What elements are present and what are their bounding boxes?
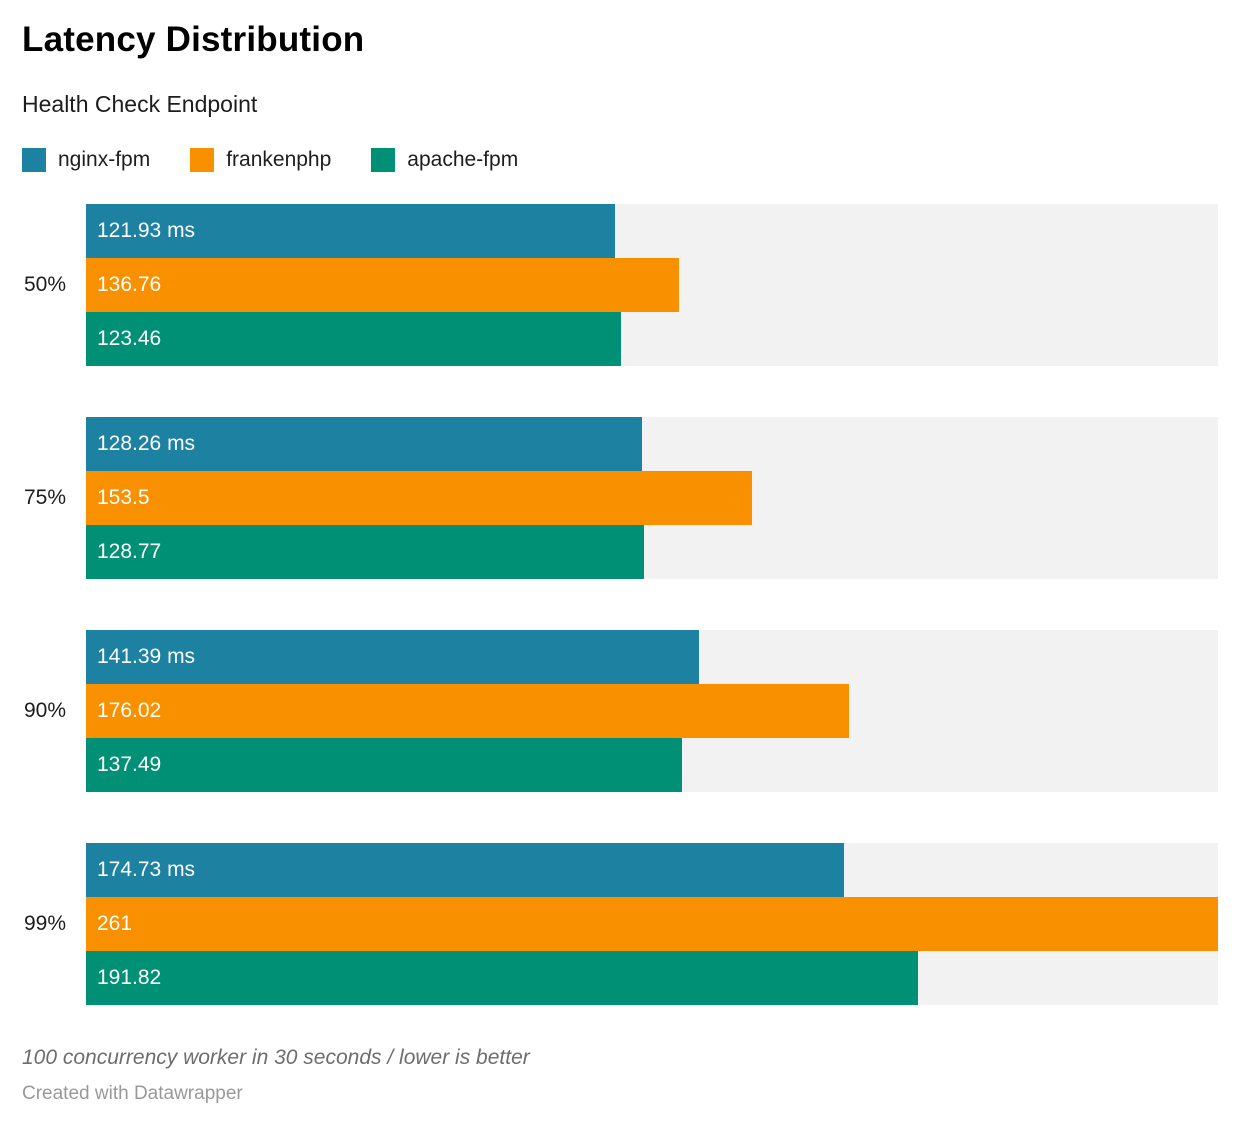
legend-swatch-apache-fpm [371, 147, 396, 172]
bar-value-label: 141.39 ms [97, 644, 196, 668]
chart-subtitle: Health Check Endpoint [22, 91, 258, 118]
bar-frankenphp: 153.5 [86, 470, 752, 525]
datawrapper-byline-link[interactable]: Created with Datawrapper [22, 1082, 243, 1104]
bar-track: 141.39 ms 176.02 137.49 [86, 629, 1218, 792]
chart: 50% 121.93 ms 136.76 123.46 75% 128.26 ms 153.… [22, 203, 1218, 1005]
bar-apache-fpm: 128.77 [86, 524, 645, 579]
chart-title: Latency Distribution [22, 20, 365, 59]
bar-frankenphp: 261 [86, 896, 1218, 951]
chart-container: Latency Distribution Health Check Endpoi… [0, 20, 1240, 1005]
percentile-group-50: 50% 121.93 ms 136.76 123.46 [22, 203, 1218, 366]
category-label: 50% [23, 272, 66, 296]
footnote: 100 concurrency worker in 30 seconds / l… [22, 1045, 530, 1069]
bar-value-label: 191.82 [97, 965, 162, 989]
bar-value-label: 261 [97, 911, 133, 935]
bar-apache-fpm: 191.82 [86, 950, 918, 1005]
legend-swatch-frankenphp [190, 147, 215, 172]
bar-track: 128.26 ms 153.5 128.77 [86, 416, 1218, 579]
bar-nginx-fpm: 121.93 ms [86, 203, 615, 258]
bar-frankenphp: 176.02 [86, 683, 850, 738]
legend-item-apache-fpm: apache-fpm [371, 147, 519, 172]
legend: nginx-fpm frankenphp apache-fpm [22, 147, 1218, 172]
bar-value-label: 176.02 [97, 698, 162, 722]
bar-value-label: 136.76 [97, 272, 162, 296]
bar-value-label: 128.77 [97, 539, 162, 563]
percentile-group-90: 90% 141.39 ms 176.02 137.49 [22, 629, 1218, 792]
legend-label: nginx-fpm [58, 147, 151, 171]
bar-apache-fpm: 137.49 [86, 737, 683, 792]
category-label: 99% [23, 911, 66, 935]
bar-value-label: 174.73 ms [97, 857, 196, 881]
bar-nginx-fpm: 174.73 ms [86, 842, 844, 897]
legend-item-frankenphp: frankenphp [190, 147, 332, 172]
category-label: 90% [23, 698, 66, 722]
legend-item-nginx-fpm: nginx-fpm [22, 147, 151, 172]
bar-apache-fpm: 123.46 [86, 311, 622, 366]
bar-frankenphp: 136.76 [86, 257, 680, 312]
bar-nginx-fpm: 141.39 ms [86, 629, 700, 684]
bar-value-label: 123.46 [97, 326, 162, 350]
chart-footer: 100 concurrency worker in 30 seconds / l… [0, 1046, 1240, 1105]
bar-nginx-fpm: 128.26 ms [86, 416, 643, 471]
category-label: 75% [23, 485, 66, 509]
percentile-group-75: 75% 128.26 ms 153.5 128.77 [22, 416, 1218, 579]
bar-value-label: 128.26 ms [97, 431, 196, 455]
legend-swatch-nginx-fpm [22, 147, 46, 172]
bar-value-label: 137.49 [97, 752, 162, 776]
legend-label: frankenphp [226, 147, 332, 171]
percentile-group-99: 99% 174.73 ms 261 191.82 [22, 842, 1218, 1005]
bar-track: 174.73 ms 261 191.82 [86, 842, 1218, 1005]
bar-track: 121.93 ms 136.76 123.46 [86, 203, 1218, 366]
bar-value-label: 153.5 [97, 485, 150, 509]
bar-value-label: 121.93 ms [97, 218, 196, 242]
legend-label: apache-fpm [407, 147, 519, 171]
